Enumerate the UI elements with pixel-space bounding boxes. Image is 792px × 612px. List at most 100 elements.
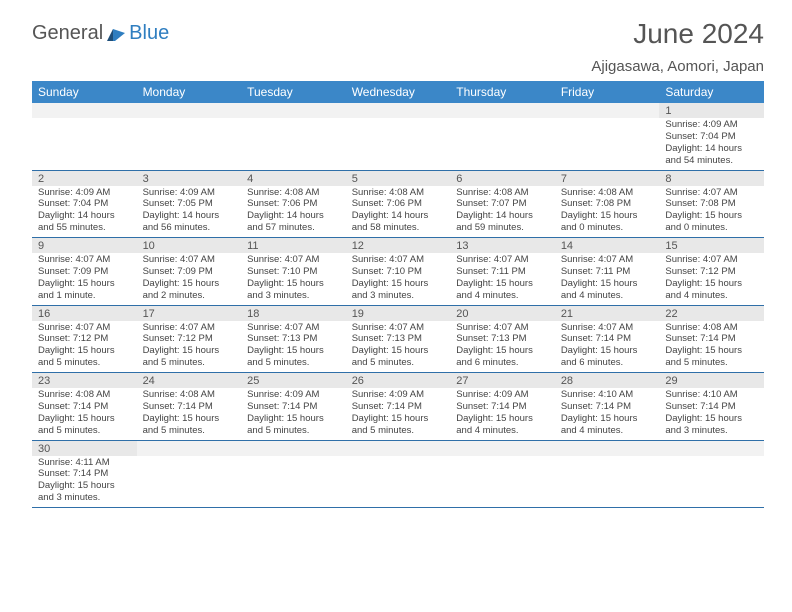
day-number-cell: 16 xyxy=(32,305,137,321)
day-number-cell xyxy=(137,440,242,456)
sunset-text: Sunset: 7:14 PM xyxy=(143,401,236,413)
day-number-cell: 29 xyxy=(659,373,764,389)
day-number-cell: 5 xyxy=(346,170,451,186)
day-number-cell: 15 xyxy=(659,238,764,254)
day-number-cell: 18 xyxy=(241,305,346,321)
sunset-text: Sunset: 7:11 PM xyxy=(561,266,654,278)
day-number-cell: 17 xyxy=(137,305,242,321)
sunset-text: Sunset: 7:06 PM xyxy=(247,198,340,210)
day-detail-cell: Sunrise: 4:08 AMSunset: 7:14 PMDaylight:… xyxy=(32,388,137,440)
sunrise-text: Sunrise: 4:11 AM xyxy=(38,457,131,469)
day-detail-cell xyxy=(137,456,242,508)
day-number-cell: 23 xyxy=(32,373,137,389)
day-detail-cell: Sunrise: 4:10 AMSunset: 7:14 PMDaylight:… xyxy=(659,388,764,440)
day-number-cell: 20 xyxy=(450,305,555,321)
day-detail-cell: Sunrise: 4:09 AMSunset: 7:04 PMDaylight:… xyxy=(659,118,764,170)
sunrise-text: Sunrise: 4:10 AM xyxy=(665,389,758,401)
sunrise-text: Sunrise: 4:07 AM xyxy=(561,254,654,266)
sunrise-text: Sunrise: 4:09 AM xyxy=(247,389,340,401)
sunrise-text: Sunrise: 4:07 AM xyxy=(665,254,758,266)
weekday-header: Monday xyxy=(137,81,242,103)
day-number-cell: 8 xyxy=(659,170,764,186)
sunrise-text: Sunrise: 4:07 AM xyxy=(456,254,549,266)
day-number-cell: 22 xyxy=(659,305,764,321)
sunset-text: Sunset: 7:10 PM xyxy=(352,266,445,278)
day-detail-cell xyxy=(241,118,346,170)
daylight-text: Daylight: 15 hours and 4 minutes. xyxy=(561,413,654,437)
day-detail-cell xyxy=(450,456,555,508)
day-detail-cell: Sunrise: 4:08 AMSunset: 7:14 PMDaylight:… xyxy=(659,321,764,373)
sunset-text: Sunset: 7:14 PM xyxy=(352,401,445,413)
daylight-text: Daylight: 15 hours and 5 minutes. xyxy=(352,345,445,369)
day-detail-cell: Sunrise: 4:07 AMSunset: 7:14 PMDaylight:… xyxy=(555,321,660,373)
day-number-cell: 28 xyxy=(555,373,660,389)
day-number-cell: 21 xyxy=(555,305,660,321)
sunset-text: Sunset: 7:12 PM xyxy=(665,266,758,278)
day-number-row: 30 xyxy=(32,440,764,456)
day-number-cell: 10 xyxy=(137,238,242,254)
sunset-text: Sunset: 7:04 PM xyxy=(38,198,131,210)
day-number-cell xyxy=(450,103,555,118)
daylight-text: Daylight: 15 hours and 3 minutes. xyxy=(352,278,445,302)
daylight-text: Daylight: 14 hours and 54 minutes. xyxy=(665,143,758,167)
sunset-text: Sunset: 7:04 PM xyxy=(665,131,758,143)
day-number-cell: 12 xyxy=(346,238,451,254)
daylight-text: Daylight: 15 hours and 3 minutes. xyxy=(665,413,758,437)
day-number-row: 1 xyxy=(32,103,764,118)
daylight-text: Daylight: 15 hours and 6 minutes. xyxy=(561,345,654,369)
day-detail-row: Sunrise: 4:07 AMSunset: 7:09 PMDaylight:… xyxy=(32,253,764,305)
daylight-text: Daylight: 15 hours and 0 minutes. xyxy=(665,210,758,234)
day-number-cell xyxy=(555,103,660,118)
day-detail-cell: Sunrise: 4:08 AMSunset: 7:06 PMDaylight:… xyxy=(346,186,451,238)
day-number-cell: 9 xyxy=(32,238,137,254)
day-detail-cell: Sunrise: 4:07 AMSunset: 7:13 PMDaylight:… xyxy=(241,321,346,373)
day-number-cell xyxy=(241,103,346,118)
sunrise-text: Sunrise: 4:09 AM xyxy=(38,187,131,199)
sunset-text: Sunset: 7:08 PM xyxy=(665,198,758,210)
sunrise-text: Sunrise: 4:07 AM xyxy=(143,254,236,266)
location: Ajigasawa, Aomori, Japan xyxy=(591,58,764,75)
calendar-table: Sunday Monday Tuesday Wednesday Thursday… xyxy=(32,81,764,508)
sunrise-text: Sunrise: 4:07 AM xyxy=(561,322,654,334)
day-detail-cell: Sunrise: 4:07 AMSunset: 7:09 PMDaylight:… xyxy=(32,253,137,305)
sunrise-text: Sunrise: 4:08 AM xyxy=(38,389,131,401)
logo-text-blue: Blue xyxy=(129,22,169,45)
day-detail-cell xyxy=(659,456,764,508)
day-number-cell: 11 xyxy=(241,238,346,254)
sunset-text: Sunset: 7:14 PM xyxy=(561,401,654,413)
daylight-text: Daylight: 15 hours and 1 minute. xyxy=(38,278,131,302)
daylight-text: Daylight: 14 hours and 57 minutes. xyxy=(247,210,340,234)
logo: General Blue xyxy=(32,18,169,45)
weekday-header: Tuesday xyxy=(241,81,346,103)
day-detail-row: Sunrise: 4:08 AMSunset: 7:14 PMDaylight:… xyxy=(32,388,764,440)
weekday-header: Friday xyxy=(555,81,660,103)
sunrise-text: Sunrise: 4:09 AM xyxy=(665,119,758,131)
day-detail-cell: Sunrise: 4:07 AMSunset: 7:10 PMDaylight:… xyxy=(241,253,346,305)
day-number-cell: 24 xyxy=(137,373,242,389)
sunrise-text: Sunrise: 4:07 AM xyxy=(247,322,340,334)
day-number-cell: 3 xyxy=(137,170,242,186)
sunset-text: Sunset: 7:07 PM xyxy=(456,198,549,210)
day-number-cell xyxy=(555,440,660,456)
day-detail-cell: Sunrise: 4:09 AMSunset: 7:05 PMDaylight:… xyxy=(137,186,242,238)
daylight-text: Daylight: 15 hours and 5 minutes. xyxy=(247,345,340,369)
sunset-text: Sunset: 7:13 PM xyxy=(247,333,340,345)
daylight-text: Daylight: 15 hours and 5 minutes. xyxy=(665,345,758,369)
day-number-cell: 2 xyxy=(32,170,137,186)
sunrise-text: Sunrise: 4:08 AM xyxy=(143,389,236,401)
sunrise-text: Sunrise: 4:07 AM xyxy=(665,187,758,199)
sunrise-text: Sunrise: 4:07 AM xyxy=(143,322,236,334)
day-detail-cell: Sunrise: 4:08 AMSunset: 7:08 PMDaylight:… xyxy=(555,186,660,238)
sunrise-text: Sunrise: 4:07 AM xyxy=(247,254,340,266)
sunset-text: Sunset: 7:06 PM xyxy=(352,198,445,210)
day-detail-cell: Sunrise: 4:07 AMSunset: 7:09 PMDaylight:… xyxy=(137,253,242,305)
sunrise-text: Sunrise: 4:07 AM xyxy=(38,322,131,334)
daylight-text: Daylight: 15 hours and 5 minutes. xyxy=(38,413,131,437)
weekday-header: Saturday xyxy=(659,81,764,103)
sunrise-text: Sunrise: 4:09 AM xyxy=(456,389,549,401)
sunset-text: Sunset: 7:13 PM xyxy=(456,333,549,345)
logo-text-general: General xyxy=(32,22,103,45)
day-number-cell: 26 xyxy=(346,373,451,389)
day-detail-cell: Sunrise: 4:07 AMSunset: 7:13 PMDaylight:… xyxy=(450,321,555,373)
day-detail-row: Sunrise: 4:09 AMSunset: 7:04 PM Daylight:… xyxy=(32,186,764,238)
